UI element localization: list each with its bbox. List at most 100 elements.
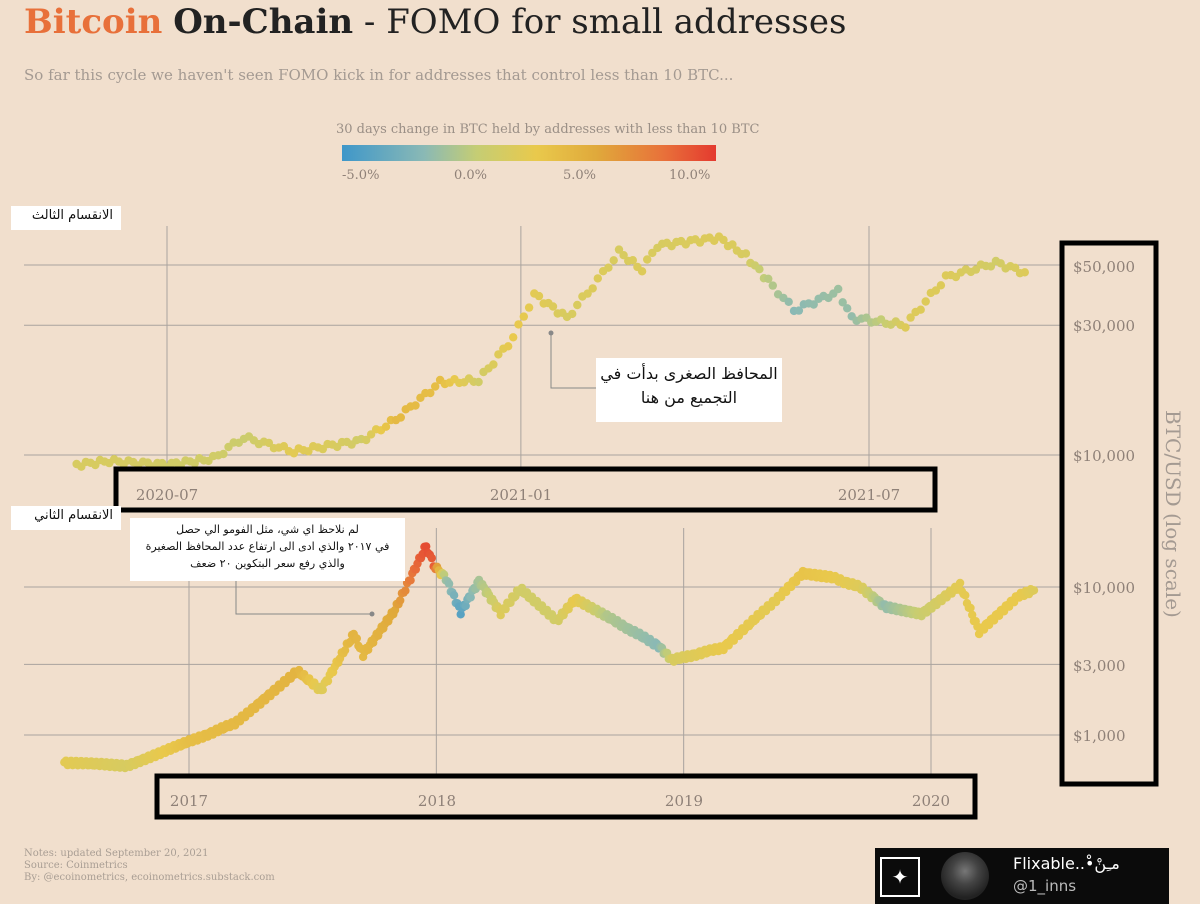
annotation-line: لم نلاحظ اي شي، مثل الفومو الي حصل [176, 523, 359, 536]
y-tick-label: $10,000 [1073, 447, 1135, 465]
data-point [901, 323, 910, 332]
data-point [764, 274, 773, 283]
data-point [637, 267, 647, 276]
data-point [588, 284, 597, 293]
annotation-dot [369, 611, 375, 617]
colorscale-title: 30 days change in BTC held by addresses … [336, 122, 760, 137]
data-point [422, 542, 431, 551]
data-point [524, 303, 534, 312]
data-point [1020, 268, 1029, 277]
title-bitcoin: Bitcoin [24, 2, 163, 42]
data-point [264, 438, 274, 448]
data-point [411, 401, 420, 410]
data-point [916, 305, 925, 314]
annotation-dot [548, 330, 554, 336]
data-point [514, 320, 523, 329]
y-tick-label: $30,000 [1073, 317, 1135, 335]
colorscale-tick: 5.0% [563, 168, 597, 183]
highlight-box-yaxis [1059, 240, 1159, 787]
annotation-line: المحافظ الصغرى بدأت في [600, 364, 778, 383]
data-point [614, 245, 624, 254]
data-point [504, 342, 513, 351]
data-point [401, 586, 410, 595]
data-point [719, 235, 728, 245]
twitter-watermark: ✦ Flixable..•ْمـِنْ @1_inns [875, 848, 1169, 904]
data-point [628, 256, 637, 265]
chart-notes: Notes: updated September 20, 2021 Source… [24, 848, 275, 884]
avatar [941, 852, 989, 900]
data-point [323, 676, 333, 686]
data-point [931, 286, 940, 295]
y-tick-label: $50,000 [1073, 258, 1135, 276]
annotation-line: التجميع من هنا [640, 388, 738, 407]
data-point [362, 435, 371, 445]
tag-second-halving: الانقسام الثاني [11, 506, 121, 530]
x-tick-label: 2018 [418, 792, 456, 810]
data-point [431, 382, 440, 391]
watermark-handle: @1_inns [1013, 877, 1077, 895]
data-point [381, 422, 391, 431]
colorscale-bar [342, 145, 716, 161]
watermark-name: Flixable..•ْمـِنْ [1013, 854, 1120, 873]
highlight-box-top-xaxis [113, 466, 938, 513]
data-point [352, 634, 361, 643]
data-point [593, 274, 602, 283]
data-point [728, 240, 737, 249]
chart-title: Bitcoin On-Chain - FOMO for small addres… [24, 2, 846, 42]
data-point [1029, 586, 1039, 595]
data-point [755, 265, 764, 274]
data-point [986, 262, 996, 271]
data-point [396, 413, 405, 422]
data-point [474, 377, 483, 387]
data-point [906, 313, 915, 322]
data-point [427, 553, 436, 563]
data-point [609, 256, 618, 265]
data-point [426, 388, 435, 398]
x-tick-label: 2020 [912, 792, 950, 810]
data-point [741, 249, 751, 258]
data-point [809, 300, 818, 309]
annotation-line: والذي رفع سعر البتكوين ٢٠ ضعف [190, 557, 345, 570]
data-point [834, 284, 843, 294]
data-point [838, 298, 847, 307]
notes-by: By: @ecoinometrics, ecoinometrics.substa… [24, 872, 275, 883]
data-point [548, 302, 558, 311]
annotation-connector [550, 333, 597, 389]
data-point [921, 297, 930, 306]
x-tick-label: 2017 [170, 792, 208, 810]
notes-updated: Notes: updated September 20, 2021 [24, 848, 209, 859]
annotation-connector [235, 578, 372, 615]
data-point [784, 297, 793, 306]
annotation-accumulation: المحافظ الصغرى بدأت في التجميع من هنا [596, 358, 782, 422]
data-point [534, 291, 544, 301]
highlight-box-bottom-xaxis [154, 773, 978, 820]
data-point [340, 646, 350, 655]
data-point [1011, 263, 1020, 272]
data-point [449, 591, 459, 600]
data-point [219, 449, 228, 459]
data-point [456, 610, 465, 619]
data-point [406, 576, 415, 585]
annotation-fomo-2017: لم نلاحظ اي شي، مثل الفومو الي حصل في ٢٠… [130, 518, 405, 581]
y-axis-title: BTC/USD (log scale) [1161, 410, 1185, 618]
price-series-bottom [60, 542, 1039, 773]
data-point [568, 309, 577, 319]
data-point [461, 601, 470, 611]
notes-source: Source: Coinmetrics [24, 860, 128, 871]
chart-subtitle: So far this cycle we haven't seen FOMO k… [24, 66, 734, 84]
data-point [843, 304, 852, 313]
data-point [489, 360, 498, 369]
data-point [573, 300, 582, 310]
tag-third-halving: الانقسام الثالث [11, 206, 121, 230]
y-tick-label: $10,000 [1073, 579, 1135, 597]
x-tick-label: 2020-07 [136, 486, 198, 504]
data-point [466, 593, 475, 602]
data-point [619, 251, 628, 260]
y-tick-label: $3,000 [1073, 657, 1126, 675]
data-point [966, 603, 975, 613]
twitter-bird-icon: ✦ [880, 857, 920, 897]
y-tick-label: $1,000 [1073, 727, 1126, 745]
data-point [961, 591, 970, 600]
data-point [318, 685, 327, 695]
